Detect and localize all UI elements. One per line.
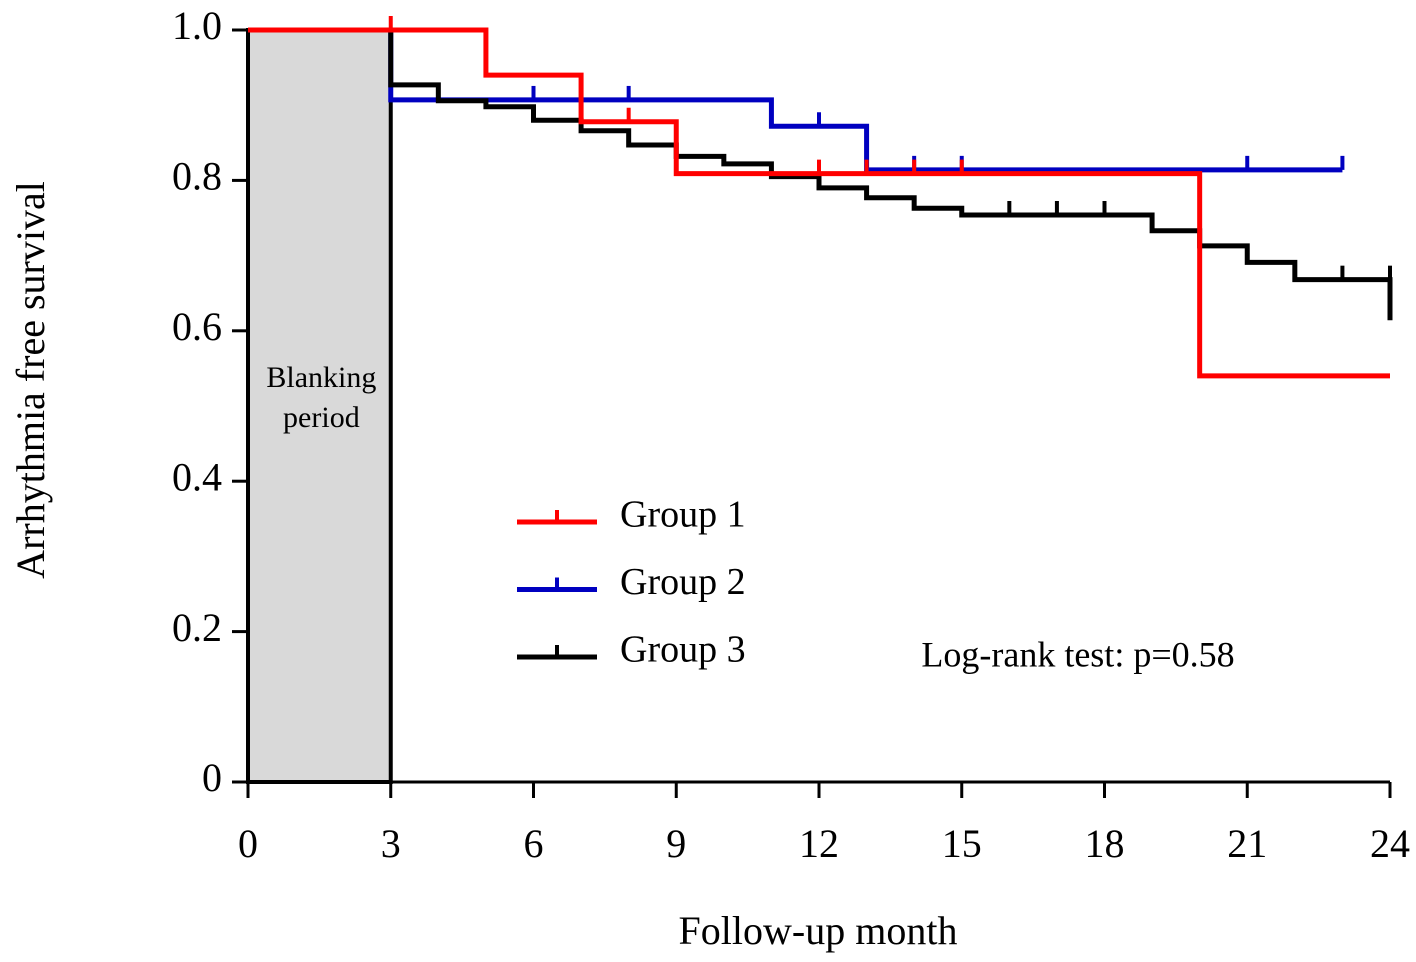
x-tick-label: 21: [1227, 821, 1267, 866]
x-axis-label: Follow-up month: [679, 908, 958, 953]
legend-label: Group 2: [620, 561, 746, 603]
y-tick-label: 0: [202, 755, 222, 800]
y-tick-label: 1.0: [172, 3, 222, 48]
y-tick-label: 0.2: [172, 605, 222, 650]
x-tick-label: 24: [1370, 821, 1410, 866]
x-tick-label: 0: [238, 821, 258, 866]
x-tick-label: 6: [524, 821, 544, 866]
y-tick-label: 0.6: [172, 304, 222, 349]
x-tick-label: 18: [1085, 821, 1125, 866]
x-tick-label: 12: [799, 821, 839, 866]
survival-line: [248, 27, 1390, 379]
legend-label: Group 1: [620, 494, 746, 536]
x-tick-label: 15: [942, 821, 982, 866]
survival-line: [248, 27, 1343, 173]
blanking-label: Blanking period: [266, 361, 376, 434]
annotation: Log-rank test: p=0.58: [921, 634, 1234, 674]
y-tick-label: 0.8: [172, 154, 222, 199]
y-tick-label: 0.4: [172, 454, 222, 499]
legend-label: Group 3: [620, 629, 746, 671]
x-tick-label: 9: [666, 821, 686, 866]
x-tick-label: 3: [381, 821, 401, 866]
y-axis-label: Arrhythmia free survival: [8, 181, 53, 579]
blanking-region: [246, 28, 393, 784]
